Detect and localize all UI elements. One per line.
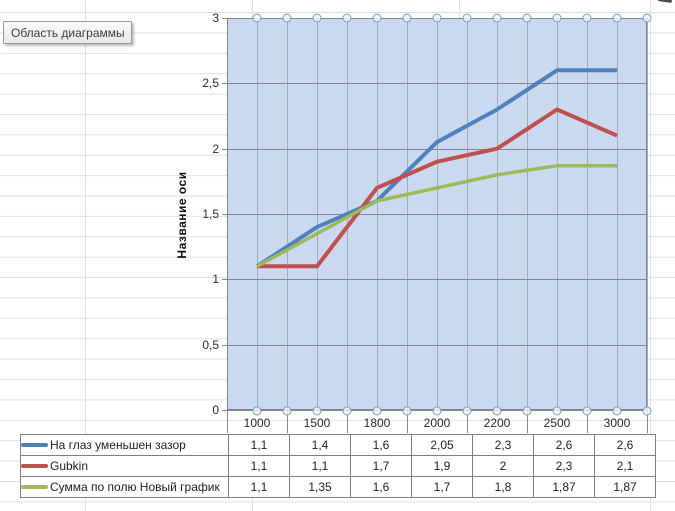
table-value-cell: 1,1 xyxy=(228,434,290,456)
legend-line-swatch xyxy=(21,443,48,447)
gridline-handle[interactable] xyxy=(642,13,652,23)
y-axis-tick-label: 2 xyxy=(212,141,219,156)
x-axis-category-label: 1800 xyxy=(363,416,391,430)
gridline-handle[interactable] xyxy=(492,406,502,416)
x-axis-category-label: 2200 xyxy=(483,416,511,430)
table-value-cell: 2,05 xyxy=(411,434,473,456)
table-value-cell: 1,1 xyxy=(289,455,351,477)
table-row: На глаз уменьшен зазор 1,1 1,4 1,6 2,05 2,3 2,… xyxy=(20,434,656,456)
gridline-handle[interactable] xyxy=(252,13,262,23)
x-axis-category-label: 2500 xyxy=(543,416,571,430)
gridline-handle[interactable] xyxy=(642,406,652,416)
y-axis-tick-label: 3 xyxy=(212,11,219,25)
gridline-handle[interactable] xyxy=(582,406,592,416)
legend-cell: Gubkin xyxy=(20,455,229,477)
gridline-handle[interactable] xyxy=(492,13,502,23)
table-value-cell: 1,6 xyxy=(350,476,412,498)
tooltip-label: Область диаграммы xyxy=(11,26,125,40)
gridline-handle[interactable] xyxy=(402,406,412,416)
table-value-cell: 1,1 xyxy=(228,455,290,477)
gridline-handle[interactable] xyxy=(462,406,472,416)
gridline-handle[interactable] xyxy=(372,406,382,416)
series-name: На глаз уменьшен зазор xyxy=(50,438,186,452)
worksheet-gridline xyxy=(252,0,253,18)
gridline-handle[interactable] xyxy=(612,13,622,23)
gridline-handle[interactable] xyxy=(402,13,412,23)
gridline-handle[interactable] xyxy=(462,13,472,23)
gridline-handle[interactable] xyxy=(282,406,292,416)
table-value-cell: 2,3 xyxy=(472,434,534,456)
table-value-cell: 2,3 xyxy=(533,455,595,477)
gridline-handle[interactable] xyxy=(432,406,442,416)
table-value-cell: 1,8 xyxy=(472,476,534,498)
table-value-cell: 1,87 xyxy=(533,476,595,498)
gridline-handle[interactable] xyxy=(552,406,562,416)
table-value-cell: 1,7 xyxy=(411,476,473,498)
gridline-handle[interactable] xyxy=(582,13,592,23)
table-value-cell: 1,9 xyxy=(411,455,473,477)
table-value-cell: 1,7 xyxy=(350,455,412,477)
table-value-cell: 2 xyxy=(472,455,534,477)
gridline-handle[interactable] xyxy=(312,406,322,416)
x-axis-category-label: 1000 xyxy=(243,416,271,430)
worksheet-gridline xyxy=(459,0,460,18)
gridline-handle[interactable] xyxy=(612,406,622,416)
series-name: Сумма по полю Новый график xyxy=(50,480,220,494)
series-line-3[interactable] xyxy=(256,163,617,268)
table-value-cell: 1,6 xyxy=(350,434,412,456)
gridline-handle[interactable] xyxy=(282,13,292,23)
series-name: Gubkin xyxy=(50,459,89,473)
gridline-handle[interactable] xyxy=(432,13,442,23)
worksheet-gridline xyxy=(650,0,651,511)
table-value-cell: 1,4 xyxy=(289,434,351,456)
chart-data-table: На глаз уменьшен зазор 1,1 1,4 1,6 2,05 2,3 2,… xyxy=(20,434,656,498)
table-value-cell: 1,35 xyxy=(289,476,351,498)
y-axis-tick-label: 1,5 xyxy=(202,207,219,221)
table-value-cell: 1,1 xyxy=(228,476,290,498)
legend-cell: Сумма по полю Новый график xyxy=(20,476,229,498)
y-axis-tick-label: 0 xyxy=(212,403,219,417)
table-value-cell: 2,1 xyxy=(594,455,656,477)
gridline-handle[interactable] xyxy=(342,13,352,23)
table-value-cell: 2,6 xyxy=(594,434,656,456)
legend-line-swatch xyxy=(21,485,48,489)
y-axis-tick-label: 2,5 xyxy=(202,76,219,91)
gridline-handle[interactable] xyxy=(252,406,262,416)
y-axis-tick-label: 0,5 xyxy=(202,337,219,352)
table-value-cell: 1,87 xyxy=(594,476,656,498)
gridline-handle[interactable] xyxy=(312,13,322,23)
x-axis-category-label: 3000 xyxy=(603,416,631,430)
chart-area-tooltip: Область диаграммы xyxy=(3,21,132,44)
series-line-1[interactable] xyxy=(255,68,617,268)
gridline-handle[interactable] xyxy=(522,13,532,23)
y-axis-tick-label: 1 xyxy=(212,272,219,287)
gridline-handle[interactable] xyxy=(342,406,352,416)
table-value-cell: 2,6 xyxy=(533,434,595,456)
legend-line-swatch xyxy=(21,464,48,468)
y-axis-title: Название оси xyxy=(175,171,189,259)
series-line-2[interactable] xyxy=(257,107,618,269)
gridline-handle[interactable] xyxy=(372,13,382,23)
gridline-handle[interactable] xyxy=(522,406,532,416)
table-row: Gubkin 1,1 1,1 1,7 1,9 2 2,3 2,1 xyxy=(20,455,656,477)
gridline-handle[interactable] xyxy=(552,13,562,23)
worksheet-gridline xyxy=(252,498,253,511)
x-axis-category-label: 1500 xyxy=(303,416,331,430)
x-axis-category-label: 2000 xyxy=(423,416,451,430)
legend-cell: На глаз уменьшен зазор xyxy=(20,434,229,456)
worksheet-gridline xyxy=(85,0,86,511)
table-row: Сумма по полю Новый график 1,1 1,35 1,6 1,7 1… xyxy=(20,476,656,498)
